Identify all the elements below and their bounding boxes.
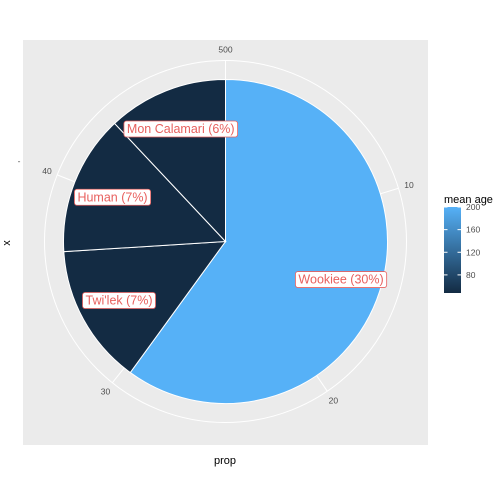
theta-tick-label: 30: [101, 386, 111, 396]
pie-slice: [129, 78, 388, 404]
grid-spoke: [380, 187, 399, 195]
legend-tick-label: 120: [466, 247, 480, 257]
pie-slice: [113, 78, 226, 243]
grid-spokes: [57, 60, 399, 392]
slice-label: Wookiee (30%): [295, 271, 388, 288]
grid-spoke: [111, 367, 125, 384]
slice-labels: Wookiee (30%) Twi'lek (7%) Human (7%) Mon C…: [74, 120, 388, 309]
theta-ticks: 500 10 20 30 40: [42, 45, 414, 406]
slice-label: Human (7%): [74, 188, 152, 206]
slice-label-text: Twi'lek (7%): [86, 294, 153, 308]
slice-label-box: [295, 271, 388, 288]
legend-colorbar: [444, 207, 461, 293]
slice-label-text: Mon Calamari (6%): [127, 122, 235, 136]
slice-label: Twi'lek (7%): [82, 292, 156, 309]
legend-tick-label: 80: [466, 270, 476, 280]
slice-label-box: [74, 188, 152, 206]
pie-slice: [63, 122, 227, 253]
slice-label-text: Human (7%): [77, 190, 147, 204]
legend: mean age 200 160 120 80: [444, 194, 493, 293]
x-tick-label: -: [18, 156, 21, 166]
grid-spoke: [316, 375, 328, 392]
legend-tick-label: 160: [466, 225, 480, 235]
x-axis-title: prop: [214, 455, 236, 467]
slice-label-box: [123, 120, 239, 138]
slices: [63, 78, 388, 404]
legend-ticks: 200 160 120 80: [444, 202, 480, 280]
legend-title: mean age: [444, 194, 493, 206]
slice-label-text: Wookiee (30%): [298, 273, 383, 287]
slice-label: Mon Calamari (6%): [123, 120, 239, 138]
slice-label-box: [82, 292, 156, 309]
theta-tick-label: 20: [329, 395, 339, 405]
y-axis-title: x: [1, 240, 13, 246]
legend-tick-label: 200: [466, 202, 480, 212]
grid-spoke: [57, 174, 76, 183]
theta-tick-label: 40: [42, 166, 52, 176]
theta-tick-label: 500: [218, 45, 232, 55]
theta-tick-label: 10: [404, 180, 414, 190]
